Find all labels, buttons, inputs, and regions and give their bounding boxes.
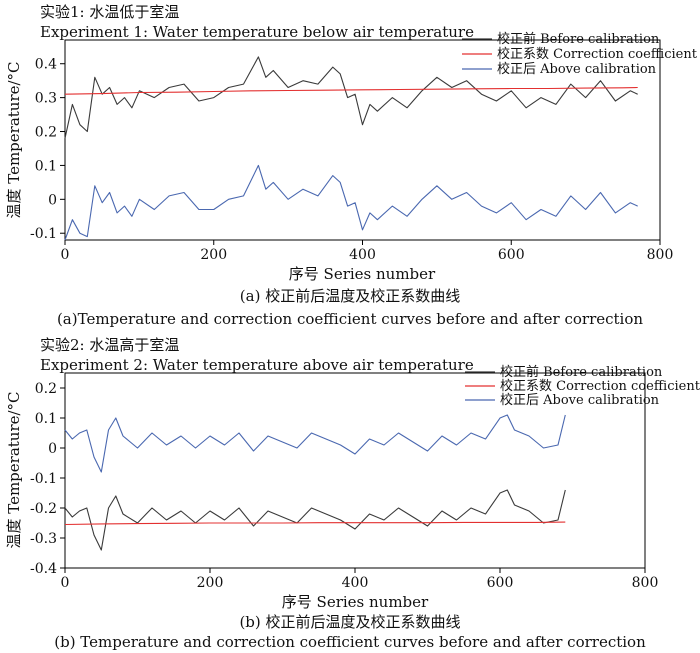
chart-a-xtick-label: 0: [61, 247, 70, 263]
chart-a-ylabel: 温度 Temperature/°C: [5, 61, 23, 218]
chart-a-series-before: [64, 56, 638, 139]
chart-a-xtick-label: 400: [349, 247, 376, 263]
chart-a-legend-coefficient: 校正系数 Correction coefficient: [462, 46, 698, 62]
chart-a-legend-after-label: 校正后 Above calibration: [497, 61, 657, 77]
chart-a-series-layer: [64, 56, 638, 241]
chart-b-xtick-label: 400: [342, 575, 369, 591]
chart-b-caption-cn: (b) 校正前后温度及校正系数曲线: [239, 613, 460, 631]
chart-a-xtick-label: 600: [498, 247, 525, 263]
chart-a-ytick-label: 0.1: [35, 158, 57, 174]
chart-a-title-cn: 实验1: 水温低于室温: [40, 3, 179, 21]
chart-a-ytick-label: 0.2: [35, 125, 57, 141]
chart-a-xtick-label: 800: [647, 247, 674, 263]
chart-b-yticks: -0.4 -0.3 -0.2 -0.1 0 0.1 0.2: [30, 381, 65, 577]
chart-a: 实验1: 水温低于室温 Experiment 1: Water temperat…: [5, 3, 698, 328]
chart-a-caption-cn: (a) 校正前后温度及校正系数曲线: [240, 287, 460, 305]
chart-a-legend-coefficient-label: 校正系数 Correction coefficient: [497, 46, 698, 62]
chart-b-ytick-label: 0.2: [35, 381, 57, 397]
chart-b-legend-after-label: 校正后 Above calibration: [500, 392, 660, 408]
chart-a-xticks: 0 200 400 600 800: [61, 240, 674, 263]
chart-b-legend-before: 校正前 Before calibration: [465, 364, 663, 380]
chart-a-ytick-label: -0.1: [30, 226, 57, 242]
chart-a-ytick-label: 0.3: [35, 91, 57, 107]
chart-a-legend-before-label: 校正前 Before calibration: [497, 31, 660, 47]
chart-b-title-en: Experiment 2: Water temperature above ai…: [40, 356, 474, 374]
chart-b-caption-en: (b) Temperature and correction coefficie…: [54, 633, 646, 651]
chart-a-xtick-label: 200: [200, 247, 227, 263]
chart-b-ytick-label: -0.3: [30, 531, 57, 547]
chart-a-series-coefficient: [64, 86, 638, 95]
chart-b-xticks: 0 200 400 600 800: [61, 568, 659, 591]
chart-b-ytick-label: 0.1: [35, 411, 57, 427]
chart-b-legend-coefficient-label: 校正系数 Correction coefficient: [500, 378, 700, 394]
chart-a-legend-before: 校正前 Before calibration: [462, 31, 660, 47]
chart-b-xtick-label: 200: [197, 575, 224, 591]
chart-b-ylabel: 温度 Temperature/°C: [5, 391, 23, 548]
chart-b-legend: 校正前 Before calibration 校正系数 Correction c…: [465, 364, 700, 408]
chart-b-legend-after: 校正后 Above calibration: [465, 392, 660, 408]
chart-a-legend-after: 校正后 Above calibration: [462, 61, 657, 77]
chart-b-xtick-label: 600: [487, 575, 514, 591]
chart-a-xlabel: 序号 Series number: [289, 265, 436, 283]
chart-b-series-before: [64, 489, 566, 551]
chart-b-xtick-label: 800: [632, 575, 659, 591]
chart-b-series-layer: [64, 414, 566, 551]
chart-b-ytick-label: 0: [48, 441, 57, 457]
chart-b-legend-before-label: 校正前 Before calibration: [500, 364, 663, 380]
chart-a-caption-en: (a)Temperature and correction coefficien…: [57, 310, 643, 328]
chart-a-yticks: -0.1 0 0.1 0.2 0.3 0.4: [30, 57, 65, 242]
chart-b: 实验2: 水温高于室温 Experiment 2: Water temperat…: [5, 336, 700, 651]
chart-b-legend-coefficient: 校正系数 Correction coefficient: [465, 378, 700, 394]
chart-a-title-en: Experiment 1: Water temperature below ai…: [40, 23, 474, 41]
chart-a-legend: 校正前 Before calibration 校正系数 Correction c…: [462, 31, 698, 77]
chart-a-ytick-label: 0: [48, 192, 57, 208]
chart-a-ytick-label: 0.4: [35, 57, 57, 73]
chart-b-series-coefficient: [64, 521, 566, 526]
chart-b-xtick-label: 0: [61, 575, 70, 591]
chart-b-ytick-label: -0.1: [30, 471, 57, 487]
chart-b-ytick-label: -0.4: [30, 561, 57, 577]
chart-b-xlabel: 序号 Series number: [282, 593, 429, 611]
chart-a-series-after: [64, 164, 638, 241]
chart-b-series-after: [64, 414, 566, 473]
chart-b-title-cn: 实验2: 水温高于室温: [40, 336, 179, 354]
chart-b-ytick-label: -0.2: [30, 501, 57, 517]
